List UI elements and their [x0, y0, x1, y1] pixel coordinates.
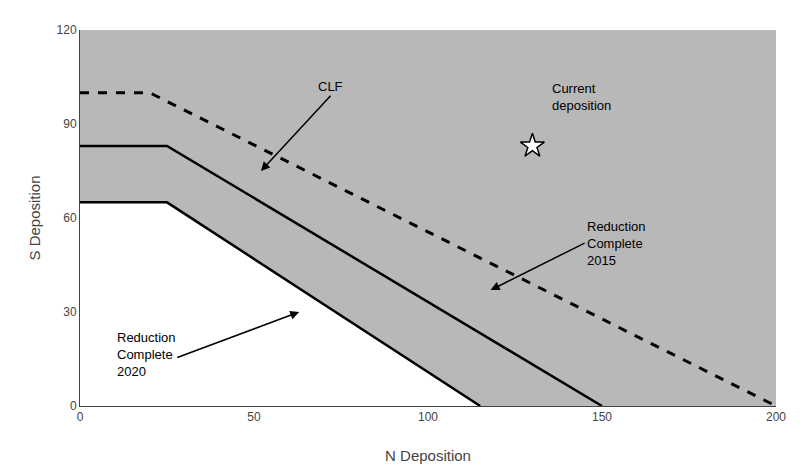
svg-text:100: 100: [418, 410, 438, 424]
svg-text:90: 90: [63, 117, 77, 131]
svg-text:150: 150: [592, 410, 612, 424]
svg-text:CLF: CLF: [318, 79, 343, 94]
svg-text:Currentdeposition: Currentdeposition: [552, 81, 611, 113]
svg-text:S Deposition: S Deposition: [26, 175, 43, 260]
svg-text:0: 0: [70, 399, 77, 413]
svg-text:30: 30: [63, 305, 77, 319]
svg-text:50: 50: [247, 410, 261, 424]
svg-text:120: 120: [57, 23, 77, 37]
svg-text:60: 60: [63, 211, 77, 225]
svg-text:ReductionComplete2020: ReductionComplete2020: [117, 330, 176, 379]
svg-text:200: 200: [766, 410, 786, 424]
svg-text:0: 0: [77, 410, 84, 424]
svg-text:ReductionComplete2015: ReductionComplete2015: [587, 219, 646, 268]
svg-text:N Deposition: N Deposition: [385, 447, 471, 464]
